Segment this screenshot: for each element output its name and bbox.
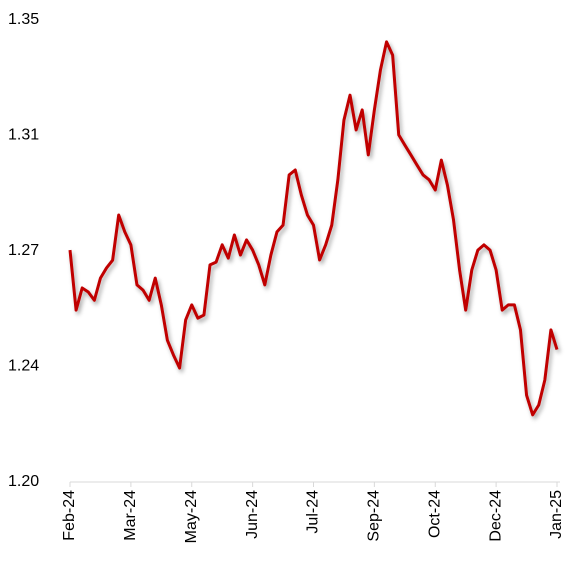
y-tick-label: 1.31 [8,127,39,144]
x-tick-label: Mar-24 [122,490,139,541]
x-tick-label: Dec-24 [487,490,504,542]
y-tick-label: 1.20 [8,473,39,490]
y-tick-label: 1.27 [8,242,39,259]
x-tick-label: Jan-25 [548,490,565,539]
x-tick-label: Sep-24 [366,490,383,542]
x-tick-label: Feb-24 [61,490,78,541]
y-tick-label: 1.35 [8,11,39,28]
x-tick-label: May-24 [183,490,200,543]
x-tick-label: Jul-24 [305,490,322,534]
x-tick-label: Jun-24 [244,490,261,539]
x-tick-label: Oct-24 [426,490,443,538]
y-tick-label: 1.24 [8,358,39,375]
line [68,40,559,417]
